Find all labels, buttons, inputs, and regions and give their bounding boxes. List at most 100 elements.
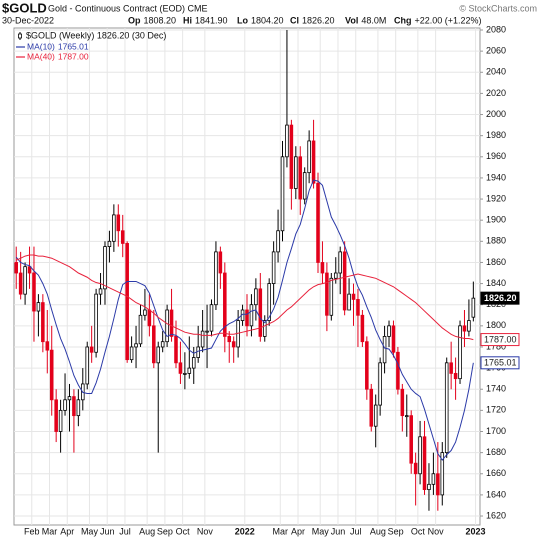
candle-body [138, 314, 143, 345]
candle-body [143, 309, 147, 316]
candle-body [262, 320, 267, 337]
candle-body [147, 309, 152, 327]
candle-body [436, 473, 440, 496]
candle-body [107, 240, 112, 247]
quote-value: +22.00 (+1.22%) [415, 15, 482, 25]
x-tick-label: Apr [60, 526, 74, 536]
last-value-tag [480, 333, 520, 347]
candle-body [254, 288, 258, 306]
candle-body [85, 346, 90, 385]
candle-body [471, 297, 476, 318]
y-tick-label: 1680 [486, 447, 506, 457]
symbol: $GOLD [2, 0, 47, 15]
y-tick-label: 1640 [486, 489, 506, 499]
candle-body [276, 230, 280, 253]
candle-body [67, 396, 72, 401]
y-tick-label: 1800 [486, 320, 506, 330]
candle-body [112, 214, 116, 242]
candle-body [223, 272, 227, 337]
credit: © StockCharts.com [459, 3, 537, 13]
candle-body [18, 272, 23, 295]
y-tick-label: 1960 [486, 151, 506, 161]
candle-body [45, 341, 50, 351]
candle-body [94, 293, 98, 353]
y-tick-label: 1920 [486, 193, 506, 203]
candle-body [413, 462, 418, 475]
y-tick-label: 1740 [486, 384, 506, 394]
x-tick-label: Jun [100, 526, 115, 536]
candle-body [351, 293, 356, 300]
candle-body [63, 399, 67, 411]
x-tick-label: Sep [157, 526, 173, 536]
date: 30-Dec-2022 [2, 15, 54, 25]
candle-body [325, 272, 329, 316]
candle-body [125, 243, 129, 361]
x-tick-label: May [81, 526, 99, 536]
x-tick-label: 2022 [235, 526, 255, 536]
candle-body [120, 230, 125, 244]
candle-body [271, 251, 276, 284]
y-tick-label: 1980 [486, 130, 506, 140]
candle-body [440, 452, 445, 496]
legend-value: 1765.01 [58, 41, 89, 51]
candle-body [89, 346, 94, 353]
candle-body [191, 357, 196, 369]
y-tick-label: 2040 [486, 67, 506, 77]
x-tick-label: 2023 [466, 526, 486, 536]
quote-value: 1808.20 [144, 15, 177, 25]
x-tick-label: Nov [428, 526, 445, 536]
candle-body [72, 396, 76, 417]
candle-body [58, 409, 63, 432]
candle-body [218, 251, 223, 274]
legend-label: MA(40) [27, 51, 55, 61]
candle-body [205, 330, 209, 333]
x-tick-label: Feb [24, 526, 40, 536]
candle-body [462, 325, 467, 332]
candle-body [444, 362, 449, 454]
candle-body [316, 182, 320, 263]
quote-label: Vol [345, 15, 358, 25]
legend-label: MA(10) [27, 41, 55, 51]
candle-body [54, 399, 58, 432]
candle-body [453, 372, 458, 380]
candle-body [152, 325, 156, 364]
candle-body [32, 272, 36, 312]
y-tick-label: 1900 [486, 215, 506, 225]
candle-body [373, 404, 378, 427]
candle-body [27, 266, 32, 274]
last-value-tag [480, 291, 520, 305]
candle-body [302, 172, 307, 200]
x-tick-label: Apr [291, 526, 305, 536]
candle-body [307, 140, 311, 174]
x-tick-label: Aug [370, 526, 386, 536]
candle-body [41, 302, 45, 343]
candle-body [245, 309, 249, 327]
x-tick-label: Mar [273, 526, 289, 536]
candle-body [231, 341, 236, 348]
legend-label: $GOLD (Weekly) 1826.20 (30 Dec) [26, 30, 166, 40]
legend-candle-icon [18, 33, 22, 39]
candle-body [209, 304, 214, 332]
quote-label: Chg [394, 15, 412, 25]
candle-body [311, 140, 316, 184]
x-tick-label: May [312, 526, 330, 536]
candle-body [285, 124, 289, 158]
y-tick-label: 1660 [486, 468, 506, 478]
candle-body [298, 156, 303, 200]
quote-value: 1804.20 [251, 15, 284, 25]
candle-body [320, 262, 325, 274]
y-tick-label: 2020 [486, 88, 506, 98]
candle-body [342, 251, 347, 311]
candle-body [76, 399, 81, 417]
candle-body [431, 473, 436, 485]
y-tick-label: 1860 [486, 257, 506, 267]
candle-body [165, 309, 169, 343]
x-tick-label: Aug [139, 526, 155, 536]
candle-body [214, 251, 218, 306]
plot-frame [13, 27, 481, 526]
candle-body [294, 156, 298, 189]
candle-body [36, 302, 41, 312]
candle-body [98, 288, 103, 295]
candle-body [227, 336, 232, 343]
candle-body [258, 288, 263, 337]
